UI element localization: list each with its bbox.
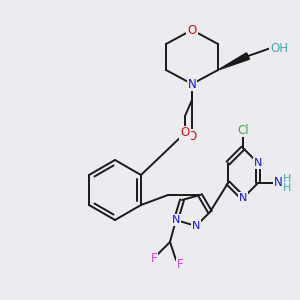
Polygon shape: [218, 53, 250, 70]
Text: N: N: [274, 176, 282, 190]
Text: N: N: [254, 158, 262, 168]
Text: N: N: [172, 215, 180, 225]
Text: O: O: [188, 130, 196, 142]
Text: H: H: [283, 174, 291, 184]
Text: Cl: Cl: [237, 124, 249, 136]
Text: OH: OH: [270, 41, 288, 55]
Text: H: H: [283, 183, 291, 193]
Text: N: N: [239, 193, 247, 203]
Text: N: N: [188, 77, 196, 91]
Text: O: O: [180, 127, 190, 140]
Text: F: F: [151, 253, 157, 266]
Text: N: N: [192, 221, 200, 231]
Text: F: F: [177, 259, 183, 272]
Text: O: O: [188, 23, 196, 37]
